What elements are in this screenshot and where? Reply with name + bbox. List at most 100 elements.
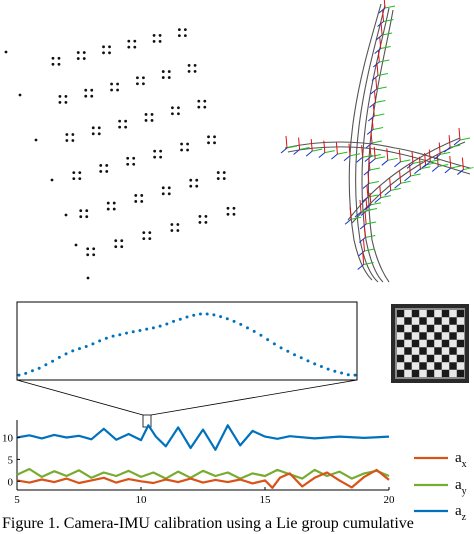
corner-dot xyxy=(57,62,61,66)
inset-point xyxy=(266,338,270,342)
checker-square xyxy=(397,332,404,340)
checker-square xyxy=(434,362,442,370)
corner-dot xyxy=(171,112,174,116)
corner-dot xyxy=(108,45,111,49)
checker-square xyxy=(397,370,404,377)
frame-axis-x xyxy=(420,166,431,170)
corner-dot xyxy=(132,156,136,160)
frame-axis-z xyxy=(368,157,371,171)
frame-axis-x xyxy=(459,137,471,141)
x-tick-label: 20 xyxy=(384,494,396,506)
corner-dot xyxy=(126,156,130,160)
corner-dot xyxy=(207,135,210,139)
checker-square xyxy=(442,310,449,317)
corner-dot xyxy=(4,50,8,54)
inset-point xyxy=(172,319,176,323)
frame-axis-z xyxy=(418,156,421,169)
checker-square xyxy=(449,370,457,377)
corner-dot xyxy=(79,215,83,219)
corner-dot xyxy=(186,142,189,146)
corner-dot xyxy=(86,276,90,280)
corner-dot xyxy=(51,62,55,66)
corner-dot xyxy=(116,88,119,92)
inset-point xyxy=(77,347,81,351)
checker-square xyxy=(442,325,449,332)
corner-dot xyxy=(58,94,62,98)
corner-dot xyxy=(144,113,148,116)
checker-square xyxy=(419,340,427,347)
checker-square xyxy=(449,310,457,317)
frame-axis-x xyxy=(375,156,386,160)
corner-dot xyxy=(86,247,90,251)
checker-square xyxy=(427,340,434,347)
checker-square xyxy=(434,347,442,355)
inset-point xyxy=(245,326,249,330)
frame-axis-y xyxy=(369,102,376,108)
frame-axis-y xyxy=(364,204,372,211)
checker-square xyxy=(412,340,419,347)
corner-dot xyxy=(216,177,220,180)
frame-axis-x xyxy=(381,32,393,36)
frame-axis-y xyxy=(433,154,441,160)
corner-dot xyxy=(50,178,54,182)
inset-point xyxy=(111,334,115,338)
checker-square xyxy=(457,317,464,325)
checker-square xyxy=(412,347,419,355)
corner-dot xyxy=(226,212,230,216)
frame-axis-z xyxy=(369,144,372,157)
checker-square xyxy=(427,310,434,317)
inset-point xyxy=(131,330,135,334)
checker-square xyxy=(434,317,442,325)
corner-dot xyxy=(187,63,191,67)
corner-dot xyxy=(177,112,180,116)
corner-dot xyxy=(153,155,157,159)
corner-dot xyxy=(167,186,171,190)
frame-axis-z xyxy=(371,117,374,130)
frame-axis-z xyxy=(373,146,376,159)
frame-axis-y xyxy=(358,250,365,257)
frame-axis-z xyxy=(438,142,441,155)
corner-dot xyxy=(127,39,131,43)
frame-axis-x xyxy=(450,144,461,148)
frame-axis-x xyxy=(286,145,298,149)
frame-axis-y xyxy=(359,223,367,230)
frame-axis-x xyxy=(430,159,441,163)
frame-axis-z xyxy=(375,76,378,90)
frame-axis-y xyxy=(453,139,461,146)
corner-dot xyxy=(150,113,154,116)
frame-axis-x xyxy=(337,151,348,155)
inset-point xyxy=(84,345,88,349)
corner-dot xyxy=(82,51,86,54)
checker-square xyxy=(457,310,464,317)
corner-dot xyxy=(183,34,187,38)
frame-axis-x xyxy=(368,181,379,184)
checker-square xyxy=(442,340,449,347)
corner-dot xyxy=(105,170,109,173)
corner-dot xyxy=(71,133,75,136)
inset-point xyxy=(17,373,21,377)
frame-axis-z xyxy=(366,184,369,198)
corner-dot xyxy=(232,206,236,210)
checker-square xyxy=(404,347,412,355)
corner-dot xyxy=(171,106,174,110)
corner-dot xyxy=(189,178,193,182)
checker-square xyxy=(419,317,427,325)
corner-dot xyxy=(18,93,22,97)
frame-axis-z xyxy=(380,22,383,36)
frame-axis-x xyxy=(362,154,373,158)
corner-dot xyxy=(195,178,199,182)
frame-axis-x xyxy=(369,167,380,171)
inset-point xyxy=(91,342,95,346)
frame-axis-y xyxy=(423,161,431,167)
frame-axis-x xyxy=(380,46,391,49)
checker-square xyxy=(397,340,404,347)
legend-label: ay xyxy=(455,477,467,497)
frame-axis-y xyxy=(365,142,373,149)
frame-axis-z xyxy=(398,149,401,162)
frame-axis-x xyxy=(349,153,361,157)
corner-dot xyxy=(92,253,96,257)
frame-axis-x xyxy=(410,173,421,177)
corner-dot xyxy=(222,177,226,180)
checkerboard-thumbnail xyxy=(391,304,469,383)
corner-dot xyxy=(142,82,145,86)
